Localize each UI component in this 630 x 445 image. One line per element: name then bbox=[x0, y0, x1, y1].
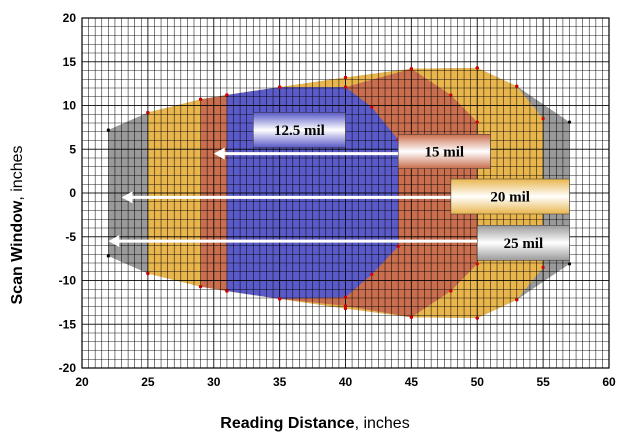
data-point bbox=[409, 315, 413, 319]
series-label-25-mil: 25 mil bbox=[477, 225, 570, 261]
y-tick-label: -20 bbox=[59, 361, 77, 375]
data-point bbox=[343, 306, 348, 311]
y-tick-label: -15 bbox=[59, 317, 77, 331]
data-point bbox=[449, 93, 453, 97]
x-tick-label: 35 bbox=[273, 375, 287, 389]
y-tick-label: 15 bbox=[63, 55, 77, 69]
data-point bbox=[567, 262, 572, 266]
x-axis-title-main: Reading Distance bbox=[220, 415, 355, 432]
data-point bbox=[278, 297, 282, 301]
data-point bbox=[225, 93, 229, 97]
data-point bbox=[343, 85, 348, 89]
arrow-head bbox=[108, 235, 120, 248]
data-point bbox=[198, 97, 203, 101]
data-point bbox=[475, 66, 479, 70]
data-point bbox=[343, 75, 348, 80]
x-axis-title: Reading Distance, inches bbox=[0, 415, 630, 433]
data-point bbox=[396, 244, 400, 248]
y-tick-label: 20 bbox=[63, 11, 77, 25]
label-text: 15 mil bbox=[425, 144, 465, 160]
data-point bbox=[343, 304, 348, 308]
data-point bbox=[409, 67, 413, 71]
series-label-12-5-mil: 12.5 mil bbox=[253, 112, 346, 148]
label-text: 20 mil bbox=[490, 190, 530, 206]
data-point bbox=[541, 117, 545, 121]
y-tick-label: 10 bbox=[63, 99, 77, 113]
label-box bbox=[397, 134, 491, 169]
data-point bbox=[106, 254, 110, 258]
data-point bbox=[515, 298, 519, 302]
y-tick-label: -5 bbox=[65, 230, 76, 244]
x-tick-label: 60 bbox=[602, 375, 616, 389]
x-tick-label: 45 bbox=[405, 375, 419, 389]
data-point bbox=[475, 262, 479, 266]
label-box bbox=[450, 178, 570, 215]
y-axis-title-unit: , inches bbox=[9, 145, 26, 201]
x-tick-label: 20 bbox=[75, 375, 89, 389]
data-point bbox=[515, 84, 519, 88]
data-point bbox=[541, 265, 545, 269]
plot-border bbox=[81, 17, 610, 369]
series-label-15-mil: 15 mil bbox=[397, 134, 491, 169]
data-point bbox=[198, 285, 203, 289]
x-tick-label: 55 bbox=[536, 375, 550, 389]
data-point bbox=[475, 120, 479, 124]
y-tick-label: -10 bbox=[59, 274, 77, 288]
x-tick-label: 50 bbox=[471, 375, 485, 389]
label-text: 25 mil bbox=[504, 236, 544, 252]
data-point bbox=[146, 271, 150, 276]
x-tick-label: 40 bbox=[339, 375, 353, 389]
series-label-20-mil: 20 mil bbox=[450, 178, 570, 215]
data-point bbox=[225, 289, 229, 293]
label-text: 12.5 mil bbox=[274, 123, 325, 139]
data-point bbox=[370, 272, 374, 276]
data-point bbox=[567, 120, 572, 124]
arrow-head bbox=[213, 147, 225, 160]
x-axis-title-unit: , inches bbox=[354, 415, 410, 432]
y-tick-label: 0 bbox=[69, 186, 76, 200]
arrow-head bbox=[121, 191, 133, 204]
y-tick-label: 5 bbox=[69, 142, 76, 156]
y-axis-title: Scan Window, inches bbox=[9, 146, 27, 305]
data-point bbox=[278, 85, 282, 89]
y-axis-title-main: Scan Window bbox=[9, 200, 26, 305]
data-point bbox=[343, 295, 348, 299]
data-point bbox=[475, 316, 479, 320]
label-box bbox=[477, 225, 570, 261]
data-point bbox=[106, 128, 110, 132]
data-point bbox=[370, 105, 374, 109]
x-tick-label: 25 bbox=[141, 375, 155, 389]
data-point bbox=[449, 289, 453, 293]
x-tick-label: 30 bbox=[207, 375, 221, 389]
label-box bbox=[253, 112, 346, 148]
data-point bbox=[146, 110, 150, 115]
